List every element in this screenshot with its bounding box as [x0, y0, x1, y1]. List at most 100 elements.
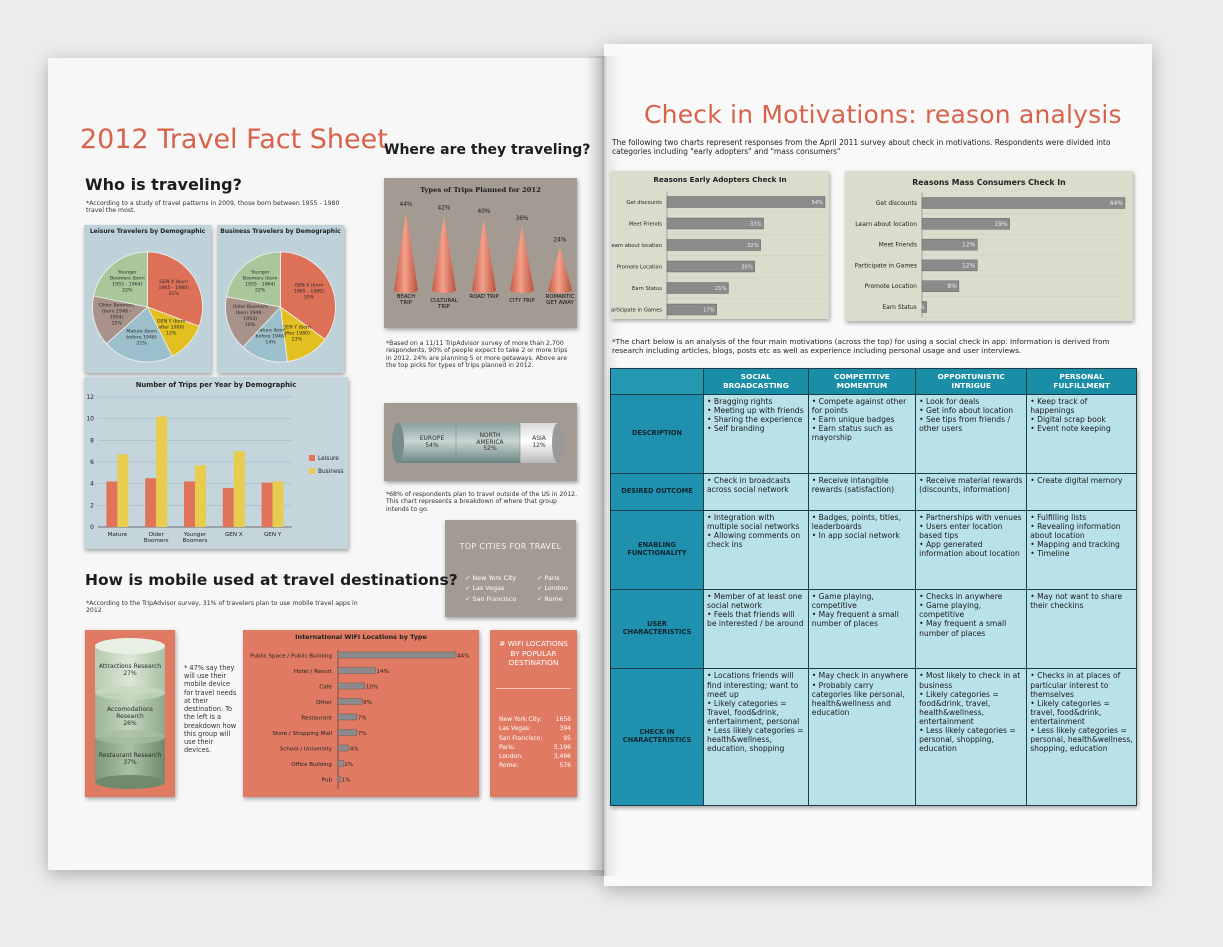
city-item: ✓ New York City	[465, 574, 517, 582]
trips-bar	[233, 451, 245, 527]
business-pie-panel: Business Travelers by Demographic GEN X …	[217, 225, 344, 373]
cell-bullet: • Checks in anywhere	[919, 592, 1003, 602]
row-header: ENABLING FUNCTIONALITY	[610, 509, 704, 591]
pie-slice-label: Younger Boomers (born 1955 - 1964) 22%	[110, 269, 145, 293]
early-chart-title: Reasons Early Adopters Check In	[653, 175, 787, 184]
trips-bar	[184, 481, 195, 527]
hbar-value-label: 30%	[741, 265, 753, 271]
region-cylinder-svg	[392, 423, 564, 463]
wifi-value-label: 10%	[366, 685, 378, 691]
wifi-bar	[337, 760, 344, 767]
hbar	[921, 301, 927, 313]
popular-row: Rome: 576	[499, 761, 571, 770]
trips-chart-svg: 0 2 4 6 8 10 12 Mature Older Boomers Younger Boomer…	[86, 394, 343, 544]
y-tick-label: 8	[90, 437, 94, 444]
cyl-asia-pct: 12%	[532, 441, 546, 449]
pie-slice-label: Older Boomers (born 1946 -1954) 15%	[99, 302, 135, 326]
pie-slice	[147, 251, 203, 327]
where-heading: Where are they traveling?	[384, 142, 591, 158]
popular-count: 3,496	[553, 753, 571, 761]
cone-bar	[472, 219, 496, 293]
cyl-na-pct: 52%	[483, 445, 497, 453]
stack-note: * 47% say they will use their mobile dev…	[184, 664, 237, 755]
pie-slice	[105, 306, 173, 363]
wifi-value-label: 7%	[358, 716, 367, 722]
wifi-category-label: Pub	[322, 778, 333, 784]
left-page-title: 2012 Travel Fact Sheet	[80, 124, 388, 155]
wifi-category-label: Office Building	[291, 762, 332, 768]
cell-bullet: • Partnerships with venues	[919, 512, 1022, 522]
hbar-category-label: Promote Location	[865, 283, 918, 290]
wifi-chart-svg: Public Space / Public Building 44% Hotel /…	[250, 650, 469, 790]
stack-accomodations-label: Accomodations Research	[107, 706, 153, 720]
table-row: DESIRED OUTCOME • Check in broadcasts acr…	[610, 473, 1137, 511]
early-adopters-chart-panel: Reasons Early Adopters Check In Get disc…	[611, 171, 829, 319]
column-header: SOCIAL BROADCASTING	[703, 368, 809, 395]
city-item: ✓ Paris	[537, 574, 560, 582]
cell-bullet: • Less likely categories = personal, hea…	[1030, 726, 1133, 754]
cone-chart-svg: 44% BEACH TRIP 42% CULTURAL TRIP 40% ROAD TRIP 3…	[394, 202, 575, 310]
mobile-heading: How is mobile used at travel destination…	[85, 571, 458, 589]
stack-attractions-label: Attractions Research	[98, 663, 162, 670]
table-cell: • Create digital memory	[1026, 473, 1137, 511]
popular-wifi-panel: # WIFI LOCATIONS BY POPULAR DESTINATION …	[490, 630, 577, 797]
who-heading: Who is traveling?	[85, 175, 242, 194]
wifi-value-label: 9%	[363, 700, 372, 706]
wifi-bar	[337, 698, 363, 705]
trips-chart-panel: Number of Trips per Year by Demographic …	[84, 377, 348, 549]
pie-slice-label: GEN X (born 1965 - 1980) 31%	[159, 279, 190, 297]
wifi-bar	[337, 682, 366, 690]
popular-city: London:	[499, 753, 524, 761]
y-tick-label: 2	[90, 502, 94, 509]
business-pie-svg: GEN X (born 1965 - 1980) 35% GEN Y (born aft…	[225, 251, 336, 363]
wifi-bar	[337, 651, 457, 659]
city-label: Rome	[544, 594, 563, 603]
row-header: USER CHARACTERISTICS	[610, 589, 704, 670]
cylinder-panel: EUROPE 54% NORTH AMERICA 52% ASIA 12%	[384, 403, 577, 481]
cone-value-label: 36%	[516, 216, 529, 222]
right-intro: The following two charts represent respo…	[612, 138, 1111, 157]
hbar	[666, 303, 717, 316]
y-tick-label: 6	[90, 459, 94, 466]
cell-bullet: • Earn status such as mayorship	[811, 424, 893, 443]
cylinder-note: *68% of respondents plan to travel outsi…	[386, 491, 578, 513]
cell-bullet: • May frequent a small number of places	[811, 610, 899, 629]
table-cell: • Receive intangible rewards (satisfacti…	[807, 473, 917, 511]
cone-category-label: BEACH TRIP	[397, 294, 416, 306]
leisure-pie-title: Leisure Travelers by Demographic	[89, 228, 206, 235]
column-header: COMPETITIVE MOMENTUM	[807, 368, 917, 395]
cell-bullet: • Less likely categories = health&wellne…	[707, 726, 804, 754]
top-cities-right-list: ✓ Paris ✓ London ✓ Rome	[537, 573, 568, 604]
leisure-pie-panel: Leisure Travelers by Demographic GEN X (…	[84, 225, 211, 373]
popular-row: New York City: 1656	[499, 715, 571, 724]
hbar	[921, 197, 1126, 209]
table-cell: • May not want to share their checkins	[1026, 589, 1137, 670]
cone-value-label: 24%	[554, 237, 567, 243]
cyl-asia: ASIA 12%	[522, 435, 556, 449]
popular-city: Las Vegas:	[499, 725, 532, 733]
hbar-value-label: 19%	[994, 221, 1008, 228]
pie-slice	[225, 296, 282, 348]
city-label: London	[544, 584, 568, 593]
city-label: Paris	[544, 574, 560, 582]
wifi-bar	[337, 729, 357, 736]
table-cell: • May check in anywhere • Probably carry …	[807, 668, 917, 806]
hbar-value-label: 12%	[962, 242, 976, 249]
cell-bullet: • May check in anywhere	[811, 671, 909, 681]
motivation-table-panel: SOCIAL BROADCASTING COMPETITIVE MOMENTUM…	[610, 368, 1137, 806]
wifi-value-label: 44%	[457, 654, 469, 660]
wifi-bar	[337, 667, 376, 674]
popular-count: 576	[559, 762, 571, 770]
table-corner	[610, 368, 704, 395]
popular-city: Rome:	[499, 762, 519, 770]
cell-bullet: • Allowing comments on check ins	[707, 530, 801, 550]
popular-row: Las Vegas: 394	[499, 724, 571, 733]
wifi-category-label: Hotel / Resort	[294, 669, 333, 675]
table-row: CHECK IN CHARACTERISTICS • Locations frie…	[610, 668, 1137, 806]
y-tick-label: 12	[86, 394, 94, 401]
cone-category-label: ROAD TRIP	[469, 294, 499, 300]
wifi-value-label: 7%	[358, 731, 367, 737]
pie-slice	[93, 251, 148, 308]
table-cell: • Bragging rights • Meeting up with frien…	[703, 393, 809, 475]
pie-slice-label: GEN Y (born after 1980) 12%	[157, 318, 185, 336]
